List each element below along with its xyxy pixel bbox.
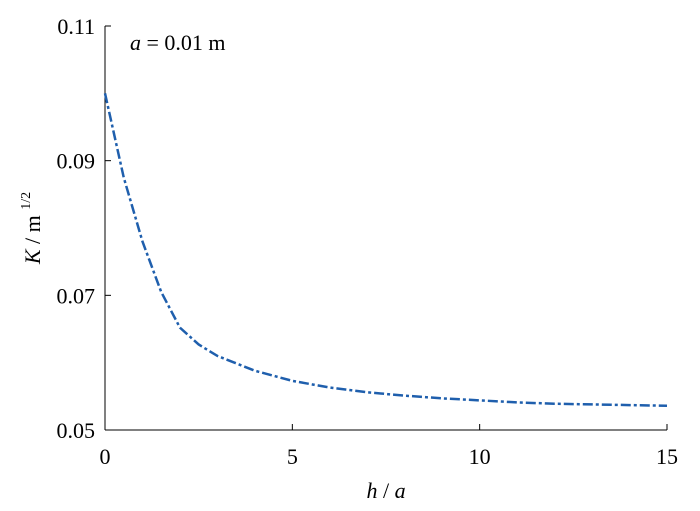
annotation: a = 0.01 m	[130, 30, 226, 55]
y-label-var: K	[20, 248, 45, 265]
x-label-sep: /	[383, 478, 390, 503]
x-label-num: h	[366, 478, 377, 503]
y-tick-label: 0.11	[57, 14, 95, 39]
data-line	[103, 93, 668, 408]
y-tick-label: 0.07	[57, 283, 96, 308]
x-tick-label: 0	[100, 444, 111, 469]
y-tick-label: 0.09	[57, 149, 96, 174]
x-tick-label: 15	[656, 444, 678, 469]
annotation-var: a	[130, 30, 141, 55]
y-label-exponent: 1/2	[19, 192, 34, 210]
x-tick-label: 10	[469, 444, 491, 469]
y-tick-label: 0.05	[57, 418, 96, 443]
x-tick-label: 5	[287, 444, 298, 469]
x-axis-label: h / a	[366, 478, 405, 503]
y-axis-label: K / m 1/2	[19, 192, 45, 265]
y-label-unit: / m	[20, 215, 45, 244]
x-label-den: a	[395, 478, 406, 503]
annotation-text: = 0.01 m	[147, 30, 226, 55]
